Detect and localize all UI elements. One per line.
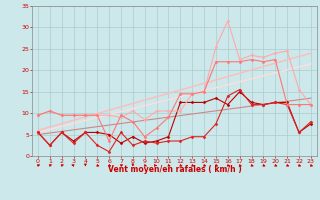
X-axis label: Vent moyen/en rafales ( km/h ): Vent moyen/en rafales ( km/h ) [108,165,241,174]
